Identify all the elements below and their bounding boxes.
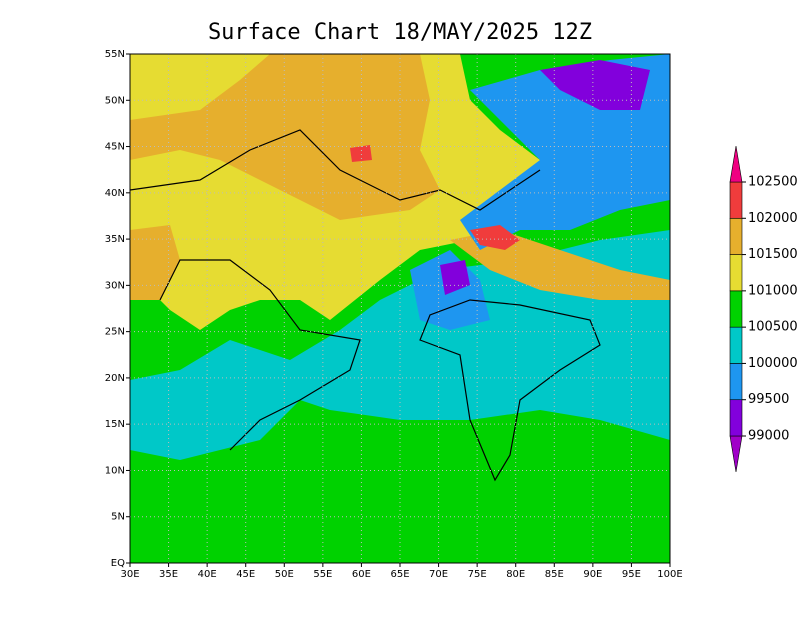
field-region xyxy=(130,225,180,300)
y-tick-label: 40N xyxy=(105,188,125,199)
field-region xyxy=(130,54,440,220)
y-tick-label: 45N xyxy=(105,142,125,153)
x-tick-label: 75E xyxy=(468,569,487,580)
y-tick-label: 20N xyxy=(105,373,125,384)
x-tick-label: 85E xyxy=(545,569,564,580)
colorbar-segment xyxy=(729,254,743,292)
colorbar-segment xyxy=(729,363,743,401)
colorbar-segment xyxy=(729,181,743,219)
x-tick-label: 90E xyxy=(583,569,602,580)
field-region xyxy=(540,60,650,110)
colorbar-segment xyxy=(729,145,743,183)
colorbar-label: 99000 xyxy=(748,429,789,444)
colorbar-label: 100000 xyxy=(748,356,798,371)
y-tick-label: 35N xyxy=(105,234,125,245)
colorbar: 99000 99500 100000 100500 101000 101500 102000… xyxy=(729,145,798,473)
x-tick-label: 60E xyxy=(352,569,371,580)
x-tick-label: 30E xyxy=(120,569,139,580)
y-tick-label: 15N xyxy=(105,419,125,430)
colorbar-segment xyxy=(729,435,743,473)
x-tick-label: 80E xyxy=(506,569,525,580)
y-tick-label: 25N xyxy=(105,327,125,338)
x-tick-label: 40E xyxy=(198,569,217,580)
colorbar-label: 99500 xyxy=(748,392,789,407)
colorbar-segment xyxy=(729,326,743,364)
title: Surface Chart 18/MAY/2025 12Z xyxy=(208,20,592,45)
grid xyxy=(129,53,671,564)
colorbar-label: 101000 xyxy=(748,283,798,298)
y-tick-label: 50N xyxy=(105,95,125,106)
colorbar-label: 100500 xyxy=(748,320,798,335)
field-region xyxy=(350,145,372,162)
colorbar-label: 102000 xyxy=(748,211,798,226)
colorbar-segment xyxy=(729,399,743,437)
coastline xyxy=(419,299,601,482)
field-region xyxy=(470,225,520,250)
field-region xyxy=(440,260,470,295)
y-tick-label: 5N xyxy=(111,512,125,523)
border xyxy=(130,129,541,211)
colorbar-segment xyxy=(729,217,743,255)
x-tick-label: 50E xyxy=(275,569,294,580)
colorbar-segment xyxy=(729,290,743,328)
y-tick-label: 10N xyxy=(105,465,125,476)
x-tick-label: 35E xyxy=(159,569,178,580)
x-tick-label: 45E xyxy=(236,569,255,580)
x-tick-label: 100E xyxy=(657,569,682,580)
x-tick-label: 65E xyxy=(390,569,409,580)
y-tick-label: 30N xyxy=(105,280,125,291)
colorbar-label: 101500 xyxy=(748,247,798,262)
x-tick-label: 95E xyxy=(622,569,641,580)
colorbar-label: 102500 xyxy=(748,175,798,190)
x-tick-label: 70E xyxy=(429,569,448,580)
coastline xyxy=(159,259,361,451)
x-tick-label: 55E xyxy=(313,569,332,580)
y-tick-label: EQ xyxy=(111,558,125,569)
y-tick-label: 55N xyxy=(105,49,125,60)
